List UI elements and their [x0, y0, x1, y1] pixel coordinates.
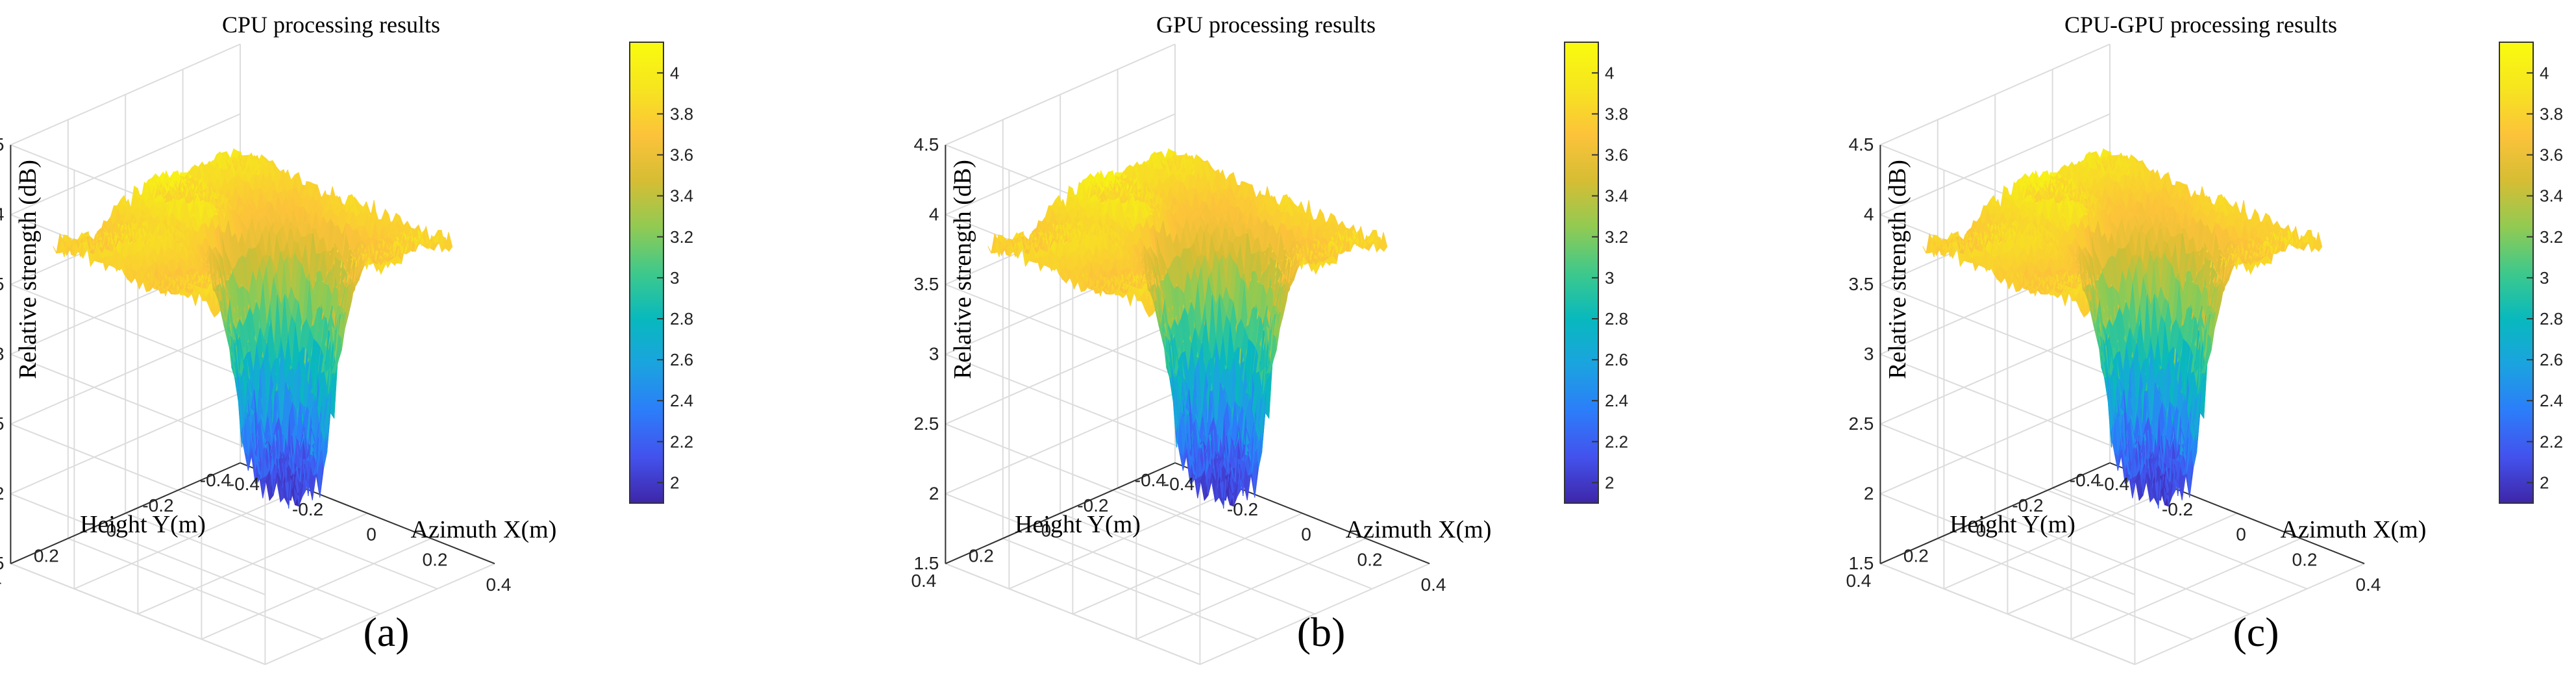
z-tick-label: 3.5 — [0, 274, 4, 294]
y-tick-label: 0.4 — [0, 571, 1, 591]
z-tick-label: 2.5 — [0, 414, 4, 434]
colorbar-tick-label: 2.2 — [670, 432, 693, 451]
x-tick-label: -0.4 — [229, 474, 260, 494]
colorbar-tick-label: 4 — [670, 63, 679, 82]
panel-title: CPU processing results — [222, 12, 440, 38]
x-tick-label: 0.4 — [486, 575, 512, 595]
colorbar-tick-label: 3.8 — [670, 104, 693, 123]
panel-a: CPU processing results 1.522.533.544.5 -… — [0, 12, 693, 665]
x-tick-label: 0 — [366, 525, 377, 545]
colorbar-tick-label: 3.4 — [670, 186, 693, 206]
colorbar-gradient — [629, 42, 664, 504]
z-axis-ticks: 1.522.533.544.5 — [0, 134, 4, 573]
z-tick-label: 2 — [0, 484, 4, 504]
y-tick-label: -0.4 — [200, 470, 231, 490]
panel-caption: (a) — [363, 609, 409, 655]
colorbar-tick-label: 2 — [670, 473, 679, 492]
colorbar-tick-label: 3.2 — [670, 227, 693, 247]
colorbar-tick-label: 2.8 — [670, 309, 693, 328]
colorbar-tick-label: 2.4 — [670, 391, 693, 410]
panel-b: GPU processing results 1.522.533.544.5 -… — [911, 12, 1628, 665]
x-tick-label: -0.2 — [292, 499, 323, 519]
z-axis-label: Relative strength (dB) — [14, 160, 42, 379]
colorbar: 2 2.2 2.4 2.6 2.8 3 3.2 3.4 3.6 3.8 4 — [629, 42, 693, 504]
x-axis-label: Azimuth X(m) — [411, 516, 557, 543]
surface-plot — [53, 148, 453, 509]
colorbar-tick-label: 3.6 — [670, 145, 693, 165]
z-tick-label: 3 — [0, 344, 4, 364]
colorbar-tick-label: 2.6 — [670, 350, 693, 369]
surface-patch — [445, 232, 453, 252]
y-axis-label: Height Y(m) — [80, 511, 206, 538]
z-tick-label: 4 — [0, 204, 4, 225]
colorbar-tick-label: 3 — [670, 268, 679, 288]
y-axis-line — [10, 462, 241, 565]
panel-title: GPU processing results — [1156, 12, 1376, 38]
y-tick-label: 0.2 — [34, 545, 59, 565]
z-tick-label: 4.5 — [0, 134, 4, 155]
x-tick-label: 0.2 — [423, 549, 448, 569]
surface-plot — [987, 148, 1388, 509]
